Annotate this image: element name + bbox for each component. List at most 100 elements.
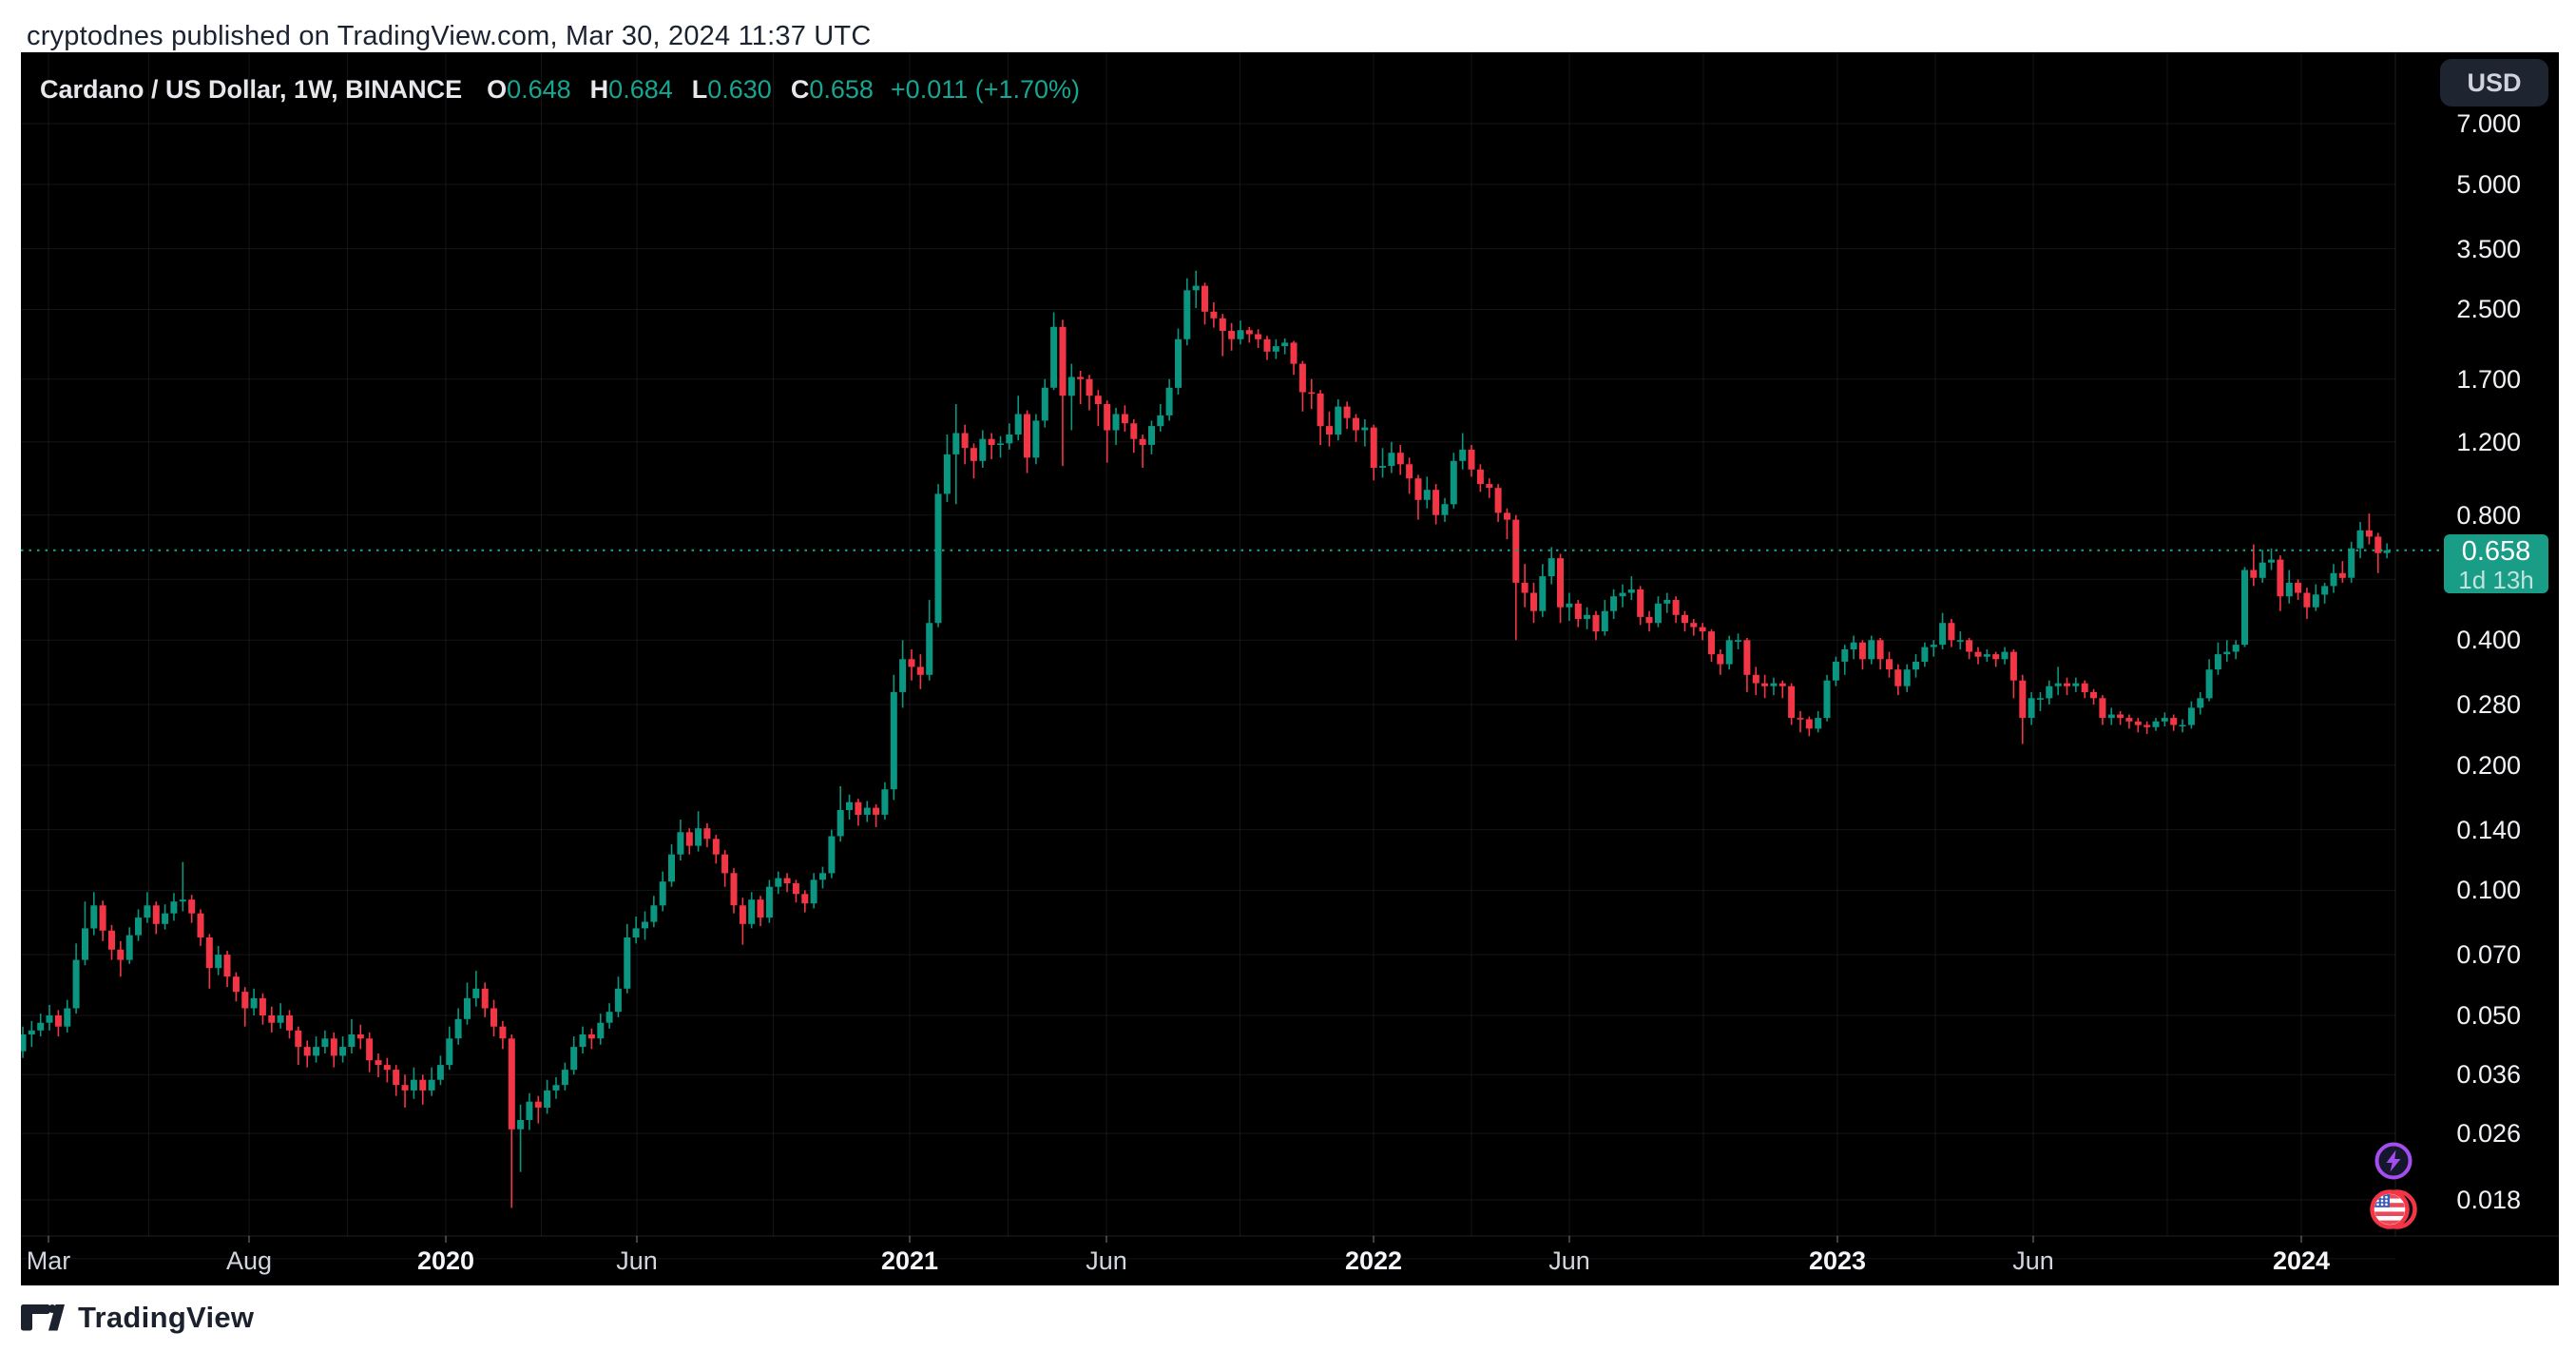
candle-body bbox=[1379, 466, 1386, 468]
candle-body bbox=[1743, 640, 1751, 675]
candle-body bbox=[205, 937, 213, 969]
candle-body bbox=[2312, 594, 2319, 608]
candle-body bbox=[162, 913, 169, 924]
candle-body bbox=[215, 955, 222, 969]
lightning-event-icon[interactable] bbox=[2374, 1141, 2413, 1181]
candle-body bbox=[1735, 640, 1741, 642]
candle-body bbox=[1396, 453, 1404, 465]
candle-body bbox=[1805, 719, 1813, 729]
candle-body bbox=[330, 1038, 337, 1056]
price-axis-label: 1.200 bbox=[2456, 428, 2521, 456]
candle-body bbox=[2072, 683, 2080, 686]
candle-body bbox=[428, 1079, 435, 1091]
candle-body bbox=[1121, 414, 1128, 424]
candle-body bbox=[1663, 600, 1671, 604]
candle-body bbox=[2241, 570, 2248, 646]
candle-body bbox=[1450, 460, 1457, 505]
candle-body bbox=[997, 443, 1004, 445]
candle-body bbox=[1504, 512, 1510, 520]
candle-body bbox=[1717, 654, 1724, 665]
candle-body bbox=[2134, 721, 2142, 725]
candle-body bbox=[2277, 559, 2284, 597]
candle-body bbox=[1983, 654, 1990, 657]
candle-body bbox=[1476, 469, 1484, 485]
candle-body bbox=[1370, 427, 1377, 468]
candle-body bbox=[2009, 651, 2017, 681]
candle-body bbox=[765, 886, 773, 918]
candle-body bbox=[1539, 576, 1547, 611]
candle-body bbox=[1815, 718, 1822, 729]
candle-body bbox=[1690, 623, 1698, 628]
candle-body bbox=[1682, 614, 1688, 624]
candle-body bbox=[152, 905, 160, 924]
candle-body bbox=[1406, 464, 1413, 479]
candle-body bbox=[339, 1047, 347, 1056]
time-axis-month-label: Jun bbox=[1086, 1246, 1127, 1275]
candle-body bbox=[1308, 392, 1316, 395]
symbol-legend[interactable]: Cardano / US Dollar, 1W, BINANCE O0.648 H0… bbox=[40, 73, 1080, 106]
candle-body bbox=[2019, 680, 2027, 719]
candle-body bbox=[1272, 346, 1279, 352]
low-value: 0.630 bbox=[707, 75, 772, 104]
candle-body bbox=[1797, 718, 1804, 720]
candle-body bbox=[1574, 603, 1582, 619]
price-axis-label: 5.000 bbox=[2456, 170, 2521, 199]
candle-body bbox=[1067, 377, 1075, 396]
candle-body bbox=[1850, 642, 1857, 649]
time-axis-month-label: Jun bbox=[616, 1246, 658, 1275]
candle-body bbox=[464, 997, 471, 1019]
candle-body bbox=[144, 905, 151, 918]
candle-body bbox=[873, 807, 880, 815]
candle-body bbox=[1024, 414, 1030, 458]
candle-body bbox=[819, 873, 826, 880]
candle-body bbox=[2348, 548, 2355, 578]
candle-body bbox=[2214, 654, 2221, 670]
candlestick-plot[interactable] bbox=[21, 52, 2559, 1285]
high-label: H bbox=[589, 75, 609, 104]
bar-close-countdown: 1d 13h bbox=[2458, 566, 2534, 594]
candle-body bbox=[1032, 420, 1040, 458]
candle-body bbox=[624, 937, 631, 989]
candle-body bbox=[1353, 417, 1359, 431]
candle-body bbox=[2365, 530, 2373, 537]
attribution-text: cryptodnes published on TradingView.com,… bbox=[27, 21, 872, 51]
candle-body bbox=[179, 899, 186, 902]
currency-unit-button[interactable]: USD bbox=[2440, 59, 2548, 106]
footer-brand[interactable]: TradingView bbox=[21, 1301, 254, 1335]
price-axis-label: 0.070 bbox=[2456, 940, 2521, 969]
candle-body bbox=[677, 832, 684, 855]
candle-body bbox=[2143, 724, 2151, 727]
low-label: L bbox=[691, 75, 708, 104]
candle-body bbox=[277, 1015, 284, 1023]
open-label: O bbox=[487, 75, 508, 104]
price-axis-label: 0.026 bbox=[2456, 1119, 2521, 1148]
candle-body bbox=[685, 832, 693, 846]
candle-body bbox=[1219, 318, 1226, 331]
candle-body bbox=[916, 666, 924, 675]
candle-body bbox=[979, 438, 987, 461]
candle-body bbox=[1335, 406, 1342, 435]
candle-body bbox=[2303, 592, 2311, 608]
candle-body bbox=[961, 433, 969, 449]
candle-body bbox=[1610, 596, 1618, 611]
candle-body bbox=[21, 1034, 27, 1052]
candle-body bbox=[943, 454, 951, 494]
candle-body bbox=[863, 807, 871, 815]
time-axis-year-label: 2024 bbox=[2272, 1246, 2331, 1275]
tradingview-brand-text: TradingView bbox=[78, 1301, 255, 1334]
candle-body bbox=[828, 836, 836, 874]
candle-body bbox=[926, 623, 933, 675]
candle-body bbox=[632, 928, 640, 937]
candle-body bbox=[2081, 683, 2088, 692]
price-axis-label: 0.200 bbox=[2456, 751, 2521, 780]
candle-body bbox=[890, 691, 897, 790]
candle-body bbox=[1459, 449, 1467, 461]
candle-body bbox=[401, 1085, 409, 1091]
candle-body bbox=[2321, 586, 2329, 595]
us-flag-event-icon[interactable] bbox=[2370, 1188, 2417, 1231]
candle-body bbox=[2259, 562, 2266, 578]
candle-body bbox=[1077, 377, 1085, 379]
change-value: +0.011 (+1.70%) bbox=[890, 75, 1081, 104]
candle-body bbox=[579, 1034, 586, 1048]
candle-body bbox=[792, 883, 799, 895]
